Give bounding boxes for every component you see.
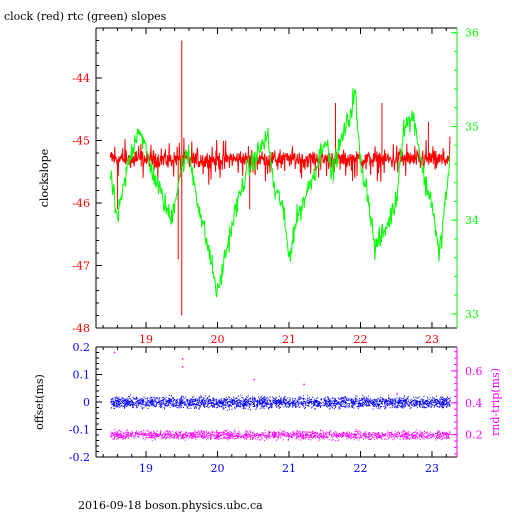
x-tick-label: 19 (139, 462, 153, 475)
y-tick-label-right: 0.2 (465, 429, 483, 442)
series-rnd-trip (110, 351, 451, 442)
x-tick-label: 20 (211, 462, 225, 475)
y-tick-label-right: 0.4 (465, 397, 483, 410)
y-tick-label-left: 0.1 (73, 369, 91, 382)
series-rtc-line (109, 88, 451, 298)
y-tick-label-left: -45 (72, 135, 90, 148)
series-rnd-trip-outlier (303, 383, 305, 386)
chart-panel-2: 19 20 21 22 23 -0.2 -0.1 0 0.1 0.2 0.2 0.4 0.6 offset… (33, 341, 502, 475)
x-tick-label: 23 (425, 462, 439, 475)
y-tick-label-right: 36 (465, 27, 479, 40)
chart-title: clock (red) rtc (green) slopes (4, 10, 167, 23)
x-tick-label: 20 (211, 333, 225, 346)
y-tick-label-right: 33 (465, 308, 479, 321)
x-tick-label: 19 (139, 333, 153, 346)
series-offset-points (110, 394, 451, 411)
plot-area (110, 351, 451, 442)
y-axis-label-left: offset(ms) (33, 374, 46, 430)
footer-label: 2016-09-18 boson.physics.ubc.ca (78, 499, 263, 512)
x-tick-label: 22 (353, 333, 367, 346)
series-clock (109, 40, 451, 316)
y-tick-label-right: 34 (465, 214, 479, 227)
y-axis-label-right: rnd-trip(ms) (489, 368, 502, 436)
chart-panel-1: 19 20 21 22 23 -48 -47 -46 -45 -44 33 34 35 36 clocksl… (38, 27, 479, 346)
series-rnd-trip-points (110, 429, 451, 442)
series-clock-line (109, 136, 451, 185)
series-rnd-trip-outlier (181, 358, 184, 360)
series-rnd-trip-outlier (253, 378, 255, 381)
y-tick-label-left: -0.2 (69, 451, 90, 464)
x-tick-label: 22 (353, 462, 367, 475)
y-tick-label-left: 0.2 (73, 341, 91, 354)
y-tick-label-right: 35 (465, 120, 479, 133)
y-tick-label-left: -46 (72, 197, 90, 210)
series-rnd-trip-outlier (113, 351, 116, 354)
y-tick-label-left: -48 (72, 322, 90, 335)
x-tick-label: 21 (282, 333, 296, 346)
x-tick-label: 23 (425, 333, 439, 346)
y-tick-label-left: -47 (72, 260, 90, 273)
y-tick-label-left: 0 (83, 396, 90, 409)
series-offset (110, 394, 451, 411)
y-tick-label-left: -0.1 (69, 424, 90, 437)
y-tick-label-right: 0.6 (465, 365, 483, 378)
y-axis-label-left: clockslope (38, 149, 51, 207)
x-tick-label: 21 (282, 462, 296, 475)
series-rnd-trip-outlier (396, 393, 398, 395)
y-tick-label-left: -44 (72, 72, 90, 85)
series-rnd-trip-outlier (181, 366, 184, 368)
plot-area (109, 40, 451, 316)
plots-group: 19 20 21 22 23 -48 -47 -46 -45 -44 33 34 35 36 clocksl… (33, 27, 502, 475)
series-rtc (109, 88, 451, 298)
